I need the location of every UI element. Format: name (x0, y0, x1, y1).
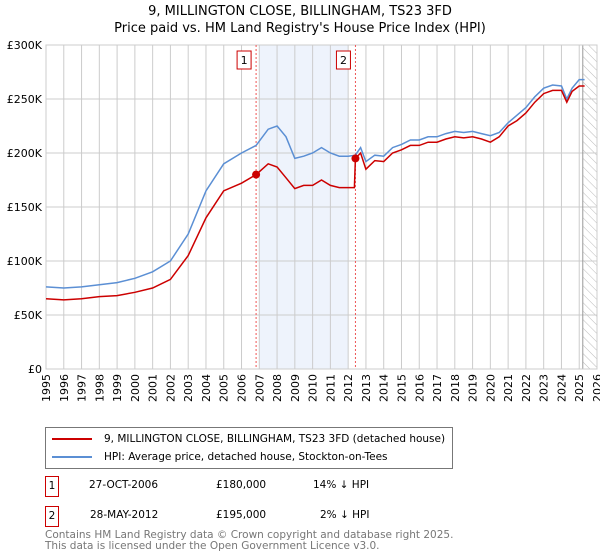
x-tick-label: 2018 (449, 374, 462, 402)
sale-marker-badge (236, 50, 252, 70)
x-tick-label: 2008 (271, 374, 284, 402)
x-tick-label: 1996 (58, 374, 71, 402)
plot-frame (45, 44, 598, 370)
sale-row: 2 28-MAY-2012 £195,000 2% ↓ HPI (45, 506, 445, 528)
x-tick-label: 2000 (129, 374, 142, 402)
x-tick-label: 2002 (164, 374, 177, 402)
x-tick-label: 2007 (253, 374, 266, 402)
y-tick-label: £0 (28, 363, 42, 376)
x-tick-label: 2025 (573, 374, 586, 402)
x-tick-label: 2024 (555, 374, 568, 402)
footer-copyright: Contains HM Land Registry data © Crown c… (45, 529, 454, 541)
x-tick-label: 2010 (307, 374, 320, 402)
sale-delta: 2% ↓ HPI (320, 509, 370, 521)
series-line-property (45, 85, 585, 301)
legend: 9, MILLINGTON CLOSE, BILLINGHAM, TS23 3F… (45, 427, 453, 469)
x-tick-label: 2011 (324, 374, 337, 402)
legend-swatch-property (52, 438, 92, 440)
legend-item-hpi: HPI: Average price, detached house, Stoc… (52, 449, 388, 465)
sale-point (351, 154, 360, 163)
x-tick-label: 2021 (502, 374, 515, 402)
sale-price: £195,000 (216, 509, 267, 521)
y-tick-label: £250K (7, 93, 43, 106)
x-tick-label: 2012 (342, 374, 355, 402)
x-tick-label: 1995 (40, 374, 53, 402)
chart-title: 9, MILLINGTON CLOSE, BILLINGHAM, TS23 3F… (148, 4, 452, 19)
sale-date: 28-MAY-2012 (90, 509, 159, 521)
chart-subtitle: Price paid vs. HM Land Registry's House … (114, 21, 486, 36)
sale-price: £180,000 (216, 479, 267, 491)
x-tick-label: 1997 (76, 374, 89, 402)
sale-point (252, 170, 261, 179)
sale-date: 27-OCT-2006 (89, 479, 158, 491)
y-tick-label: £200K (7, 147, 43, 160)
x-tick-label: 2009 (289, 374, 302, 402)
sale-marker-label: 2 (340, 54, 347, 67)
sale-marker-label: 1 (241, 54, 248, 67)
x-tick-label: 1998 (93, 374, 106, 402)
legend-label-hpi: HPI: Average price, detached house, Stoc… (104, 451, 388, 463)
x-tick-label: 2004 (200, 374, 213, 402)
x-tick-label: 2015 (395, 374, 408, 402)
sale-row: 1 27-OCT-2006 £180,000 14% ↓ HPI (45, 476, 445, 498)
x-tick-label: 2006 (236, 374, 249, 402)
x-tick-label: 2003 (182, 374, 195, 402)
x-tick-label: 2020 (484, 374, 497, 402)
legend-swatch-hpi (52, 456, 92, 458)
series-line-hpi (45, 78, 585, 289)
x-tick-label: 2001 (147, 374, 160, 402)
y-tick-label: £100K (7, 255, 43, 268)
x-tick-label: 2026 (591, 374, 600, 402)
x-tick-label: 2019 (467, 374, 480, 402)
y-tick-label: £50K (14, 309, 43, 322)
y-tick-label: £300K (7, 39, 43, 52)
x-tick-label: 2016 (413, 374, 426, 402)
plot-area: 1995 1996 1997 1998 1999 2000 2001 2002 2003 2004… (7, 39, 600, 402)
footer: Contains HM Land Registry data © Crown c… (45, 530, 453, 552)
sale-delta: 14% ↓ HPI (313, 479, 370, 491)
x-tick-label: 2023 (538, 374, 551, 402)
x-tick-label: 1999 (111, 374, 124, 402)
sale-badge: 2 (45, 506, 59, 527)
footer-licence: This data is licensed under the Open Gov… (45, 540, 380, 552)
y-tick-label: £150K (7, 201, 43, 214)
x-tick-label: 2014 (378, 374, 391, 402)
sale-badge: 1 (45, 476, 59, 497)
x-tick-label: 2017 (431, 374, 444, 402)
x-tick-label: 2005 (218, 374, 231, 402)
sale-marker-badge (335, 50, 351, 70)
legend-label-property: 9, MILLINGTON CLOSE, BILLINGHAM, TS23 3F… (104, 433, 446, 445)
x-tick-label: 2022 (520, 374, 533, 402)
x-tick-label: 2013 (360, 374, 373, 402)
legend-item-property: 9, MILLINGTON CLOSE, BILLINGHAM, TS23 3F… (52, 431, 445, 447)
